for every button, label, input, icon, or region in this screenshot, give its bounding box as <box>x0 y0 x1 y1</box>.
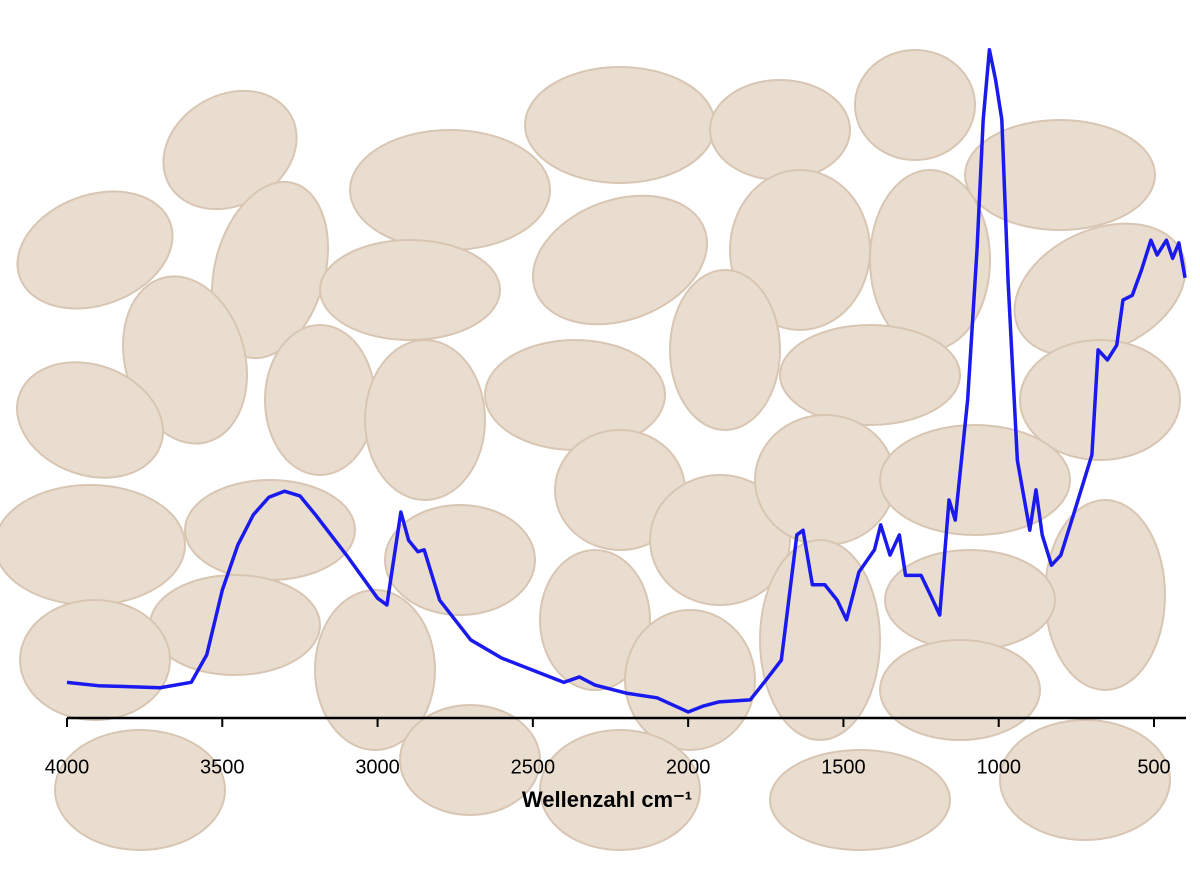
x-tick-label: 500 <box>1137 756 1170 778</box>
x-tick-label: 2500 <box>511 756 556 778</box>
background-beans <box>0 49 1187 851</box>
x-tick-label: 1500 <box>821 756 866 778</box>
x-axis-title: Wellenzahl cm⁻¹ <box>522 787 692 812</box>
x-tick-label: 1000 <box>976 756 1021 778</box>
x-tick-label: 4000 <box>45 756 90 778</box>
x-tick-label: 3000 <box>355 756 400 778</box>
x-tick-label: 2000 <box>666 756 711 778</box>
spectrum-line <box>66 47 1187 714</box>
x-tick-label: 3500 <box>200 756 245 778</box>
